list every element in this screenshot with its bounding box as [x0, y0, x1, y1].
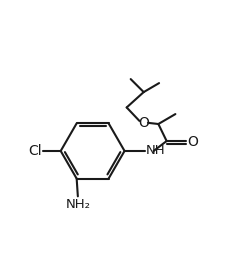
Text: O: O — [138, 116, 149, 130]
Text: O: O — [187, 135, 198, 149]
Text: Cl: Cl — [28, 144, 42, 158]
Text: NH: NH — [146, 144, 166, 158]
Text: NH₂: NH₂ — [65, 198, 90, 211]
